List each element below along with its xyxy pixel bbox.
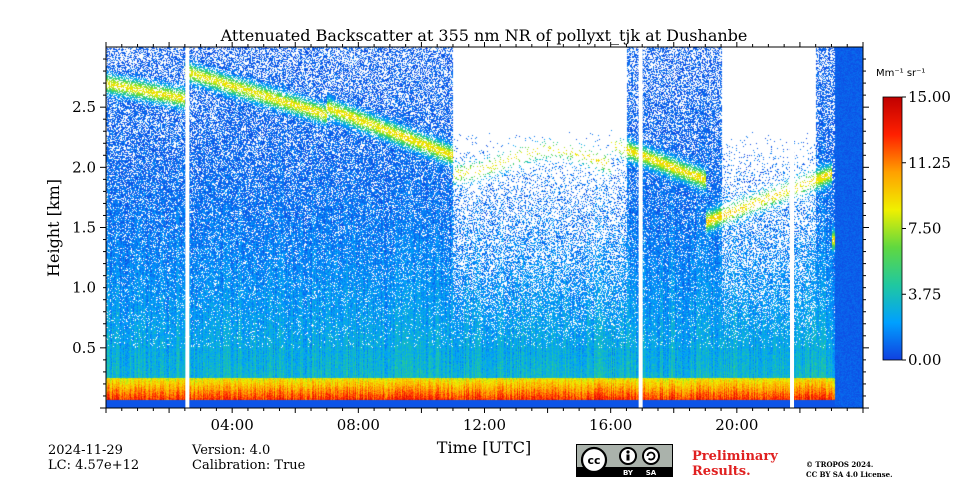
colorbar-tick-label: 3.75 bbox=[908, 285, 941, 303]
data-gap bbox=[790, 47, 795, 408]
x-tick-label: 08:00 bbox=[337, 416, 380, 434]
svg-text:cc: cc bbox=[587, 454, 600, 467]
colorbar-tick-label: 0.00 bbox=[908, 351, 941, 369]
colorbar bbox=[882, 96, 903, 361]
colorbar-ticks: 0.00 3.75 7.50 11.25 15.00 bbox=[902, 88, 951, 369]
meta-left: 2024-11-29 LC: 4.57e+12 bbox=[48, 443, 139, 473]
copyright-notice: © TROPOS 2024. CC BY SA 4.0 License. bbox=[806, 460, 893, 479]
x-tick-label: 16:00 bbox=[589, 416, 632, 434]
colorbar-tick-label: 7.50 bbox=[908, 220, 941, 238]
data-gap bbox=[638, 47, 643, 408]
colorbar-tick-label: 15.00 bbox=[908, 88, 951, 106]
cc-icon bbox=[580, 446, 608, 474]
x-axis-label: Time [UTC] bbox=[437, 438, 531, 457]
x-tick-label: 20:00 bbox=[715, 416, 758, 434]
preliminary-notice: Preliminary Results. bbox=[692, 449, 778, 479]
y-tick-label: 2.0 bbox=[72, 158, 96, 176]
x-axis: 04:00 08:00 12:00 16:00 20:00 bbox=[105, 42, 864, 434]
meta-version: Version: 4.0 Calibration: True bbox=[192, 443, 305, 473]
y-tick-label: 1.5 bbox=[72, 219, 96, 237]
date-label: 2024-11-29 bbox=[48, 443, 123, 458]
cc-license-badge[interactable]: cc BY SA bbox=[576, 444, 673, 477]
version-label: Version: 4.0 bbox=[192, 443, 271, 458]
y-tick-label: 0.5 bbox=[72, 339, 96, 357]
data-gap-layer bbox=[185, 47, 795, 408]
backscatter-heatmap bbox=[106, 47, 863, 408]
y-tick-label: 1.0 bbox=[72, 279, 96, 297]
calibration-label: Calibration: True bbox=[192, 458, 306, 473]
plot-area bbox=[106, 47, 863, 408]
y-axis: 0.5 1.0 1.5 2.0 2.5 bbox=[72, 58, 869, 409]
y-tick-label: 2.5 bbox=[72, 98, 96, 116]
chart-title: Attenuated Backscatter at 355 nm NR of p… bbox=[220, 26, 748, 45]
cc-badge-graphic: cc BY SA bbox=[577, 446, 672, 477]
share-alike-icon bbox=[642, 447, 660, 465]
x-tick-label: 12:00 bbox=[463, 416, 506, 434]
svg-text:SA: SA bbox=[646, 469, 657, 476]
svg-text:BY: BY bbox=[623, 469, 634, 476]
colorbar-tick-label: 11.25 bbox=[908, 154, 951, 172]
x-tick-label: 04:00 bbox=[211, 416, 254, 434]
colorbar-unit-label: Mm⁻¹ sr⁻¹ bbox=[876, 68, 925, 79]
y-axis-label: Height [km] bbox=[44, 179, 63, 277]
lidar-constant-label: LC: 4.57e+12 bbox=[48, 458, 140, 473]
data-gap bbox=[185, 47, 190, 408]
